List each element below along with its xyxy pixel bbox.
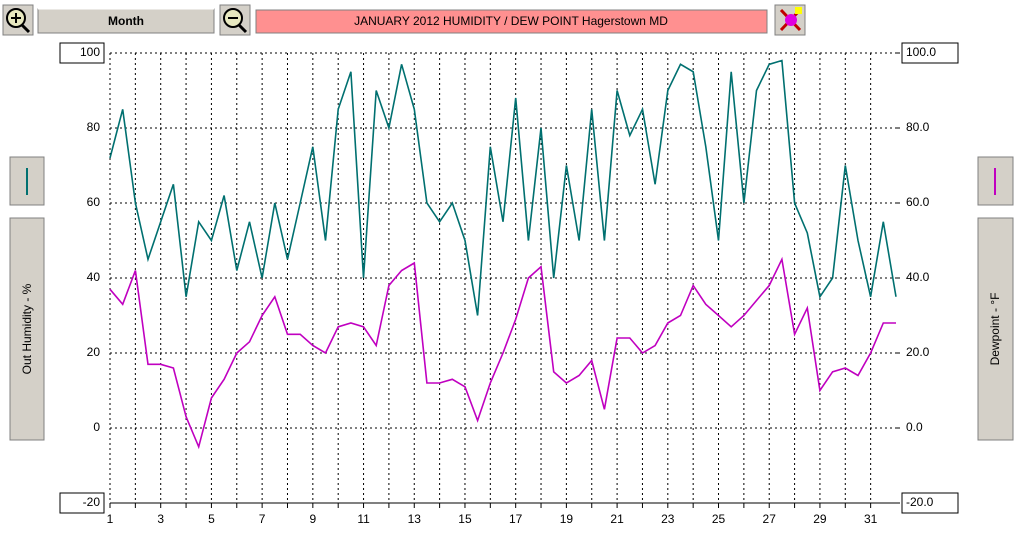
y-tick-label: 60 (87, 195, 101, 209)
tick-box (901, 42, 959, 64)
y2-tick-label: 80.0 (906, 120, 930, 134)
x-tick-label: 9 (309, 512, 316, 526)
x-tick-label: 7 (259, 512, 266, 526)
x-tick-label: 29 (813, 512, 827, 526)
print-button[interactable] (774, 4, 806, 36)
x-tick-label: 19 (560, 512, 574, 526)
x-tick-label: 13 (408, 512, 422, 526)
x-tick-label: 25 (712, 512, 726, 526)
x-tick-label: 31 (864, 512, 878, 526)
x-tick-label: 23 (661, 512, 675, 526)
y2-label-panel (977, 217, 1014, 441)
series-line (109, 59, 897, 316)
y-tick-label: 80 (87, 120, 101, 134)
x-tick-label: 5 (208, 512, 215, 526)
x-tick-label: 17 (509, 512, 523, 526)
tick-box (901, 492, 959, 514)
dewpoint-legend-button[interactable] (977, 156, 1014, 206)
zoom-in-button[interactable] (2, 4, 34, 36)
x-tick-label: 1 (107, 512, 114, 526)
chart-title: JANUARY 2012 HUMIDITY / DEW POINT Hagers… (354, 14, 668, 28)
x-tick-label: 15 (458, 512, 472, 526)
y-axis-label: Out Humidity - % (20, 283, 34, 374)
x-tick-label: 3 (157, 512, 164, 526)
y2-tick-label: -20.0 (906, 495, 934, 509)
series-line (109, 256, 896, 450)
humidity-legend-button[interactable] (9, 156, 45, 206)
zoom-out-button[interactable] (219, 4, 251, 36)
tick-box (59, 492, 105, 514)
y2-tick-label: 0.0 (906, 420, 923, 434)
period-button[interactable]: Month (37, 8, 215, 34)
y-tick-label: 0 (93, 420, 100, 434)
y2-tick-label: 20.0 (906, 345, 930, 359)
y2-tick-label: 100.0 (906, 45, 936, 59)
y2-axis-label: Dewpoint - °F (988, 293, 1002, 366)
x-tick-label: 27 (763, 512, 777, 526)
period-label: Month (108, 14, 144, 28)
y-tick-label: -20 (83, 495, 101, 509)
y2-tick-label: 60.0 (906, 195, 930, 209)
y-tick-label: 100 (80, 45, 100, 59)
x-tick-label: 11 (357, 512, 370, 526)
x-tick-label: 21 (610, 512, 624, 526)
tick-box (59, 42, 105, 64)
y2-tick-label: 40.0 (906, 270, 930, 284)
y-tick-label: 40 (87, 270, 101, 284)
y-tick-label: 20 (87, 345, 101, 359)
y-label-panel (9, 217, 45, 441)
title-box (255, 9, 768, 34)
